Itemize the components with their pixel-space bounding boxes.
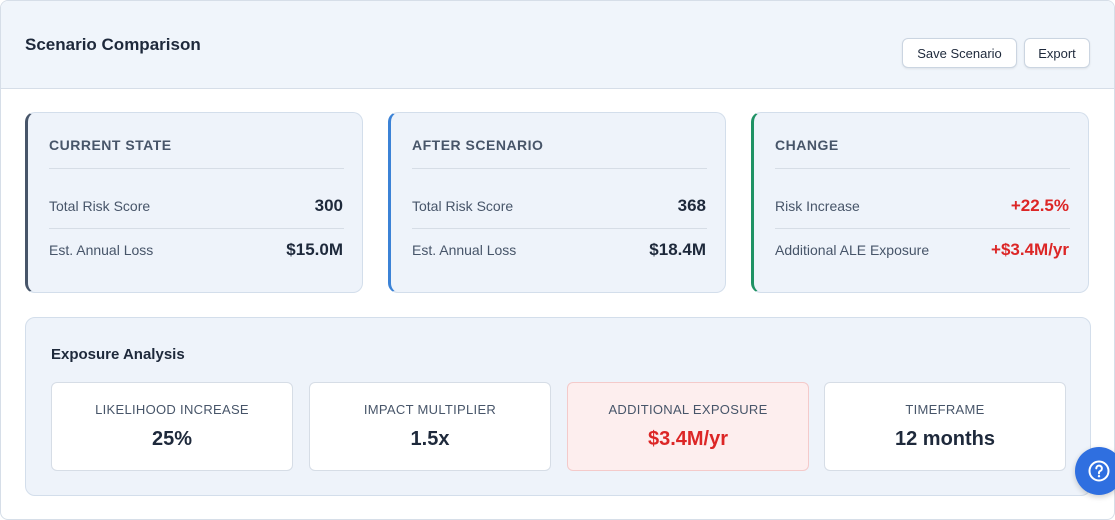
after-scenario-card: AFTER SCENARIO Total Risk Score 368 Est.… (388, 112, 726, 293)
divider (412, 168, 707, 169)
card-heading: AFTER SCENARIO (412, 137, 544, 153)
metric-label: IMPACT MULTIPLIER (363, 402, 497, 417)
risk-increase-value: +22.5% (1010, 196, 1069, 215)
help-button[interactable] (1075, 447, 1115, 495)
total-risk-score-value: 368 (677, 196, 706, 215)
export-button[interactable]: Export (1024, 38, 1090, 68)
page-title: Scenario Comparison (25, 35, 201, 54)
additional-ale-exposure-label: Additional ALE Exposure (775, 242, 930, 258)
additional-ale-exposure-value: +$3.4M/yr (991, 240, 1069, 259)
annual-loss-value: $15.0M (286, 240, 343, 259)
metric-value: 1.5x (410, 428, 450, 450)
metric-label: ADDITIONAL EXPOSURE (608, 402, 768, 417)
current-state-card: CURRENT STATE Total Risk Score 300 Est. … (25, 112, 363, 293)
section-title: Exposure Analysis (51, 346, 185, 363)
divider (775, 228, 1070, 229)
metric-value: $3.4M/yr (647, 428, 729, 450)
divider (775, 168, 1070, 169)
annual-loss-value: $18.4M (649, 240, 706, 259)
divider (49, 228, 344, 229)
save-scenario-button[interactable]: Save Scenario (902, 38, 1017, 68)
likelihood-increase-metric: LIKELIHOOD INCREASE 25% (51, 382, 293, 471)
divider (412, 228, 707, 229)
metric-label: TIMEFRAME (905, 402, 985, 417)
annual-loss-label: Est. Annual Loss (412, 242, 517, 258)
timeframe-metric: TIMEFRAME 12 months (824, 382, 1066, 471)
additional-exposure-metric: ADDITIONAL EXPOSURE $3.4M/yr (567, 382, 809, 471)
divider (49, 168, 344, 169)
total-risk-score-label: Total Risk Score (412, 198, 514, 214)
help-circle-icon (1088, 460, 1110, 482)
annual-loss-label: Est. Annual Loss (49, 242, 154, 258)
exposure-analysis-section: Exposure Analysis LIKELIHOOD INCREASE 25… (25, 317, 1091, 496)
risk-increase-label: Risk Increase (775, 198, 860, 214)
card-heading: CURRENT STATE (49, 137, 172, 153)
impact-multiplier-metric: IMPACT MULTIPLIER 1.5x (309, 382, 551, 471)
card-heading: CHANGE (775, 137, 839, 153)
total-risk-score-value: 300 (314, 196, 343, 215)
metric-value: 25% (151, 428, 193, 450)
metric-value: 12 months (894, 428, 996, 450)
metric-label: LIKELIHOOD INCREASE (95, 402, 249, 417)
panel-header: Scenario Comparison Save Scenario Export (1, 1, 1114, 89)
total-risk-score-label: Total Risk Score (49, 198, 151, 214)
change-card: CHANGE Risk Increase +22.5% Additional A… (751, 112, 1089, 293)
